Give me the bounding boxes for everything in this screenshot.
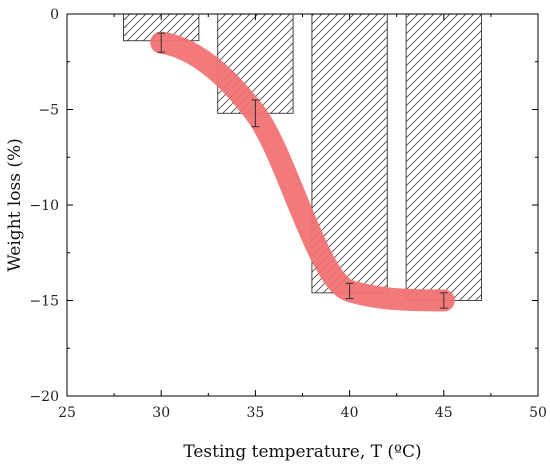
y-axis-title: Weight loss (%) [5,138,25,272]
error-bar-40 [345,282,354,300]
x-tick-label: 35 [246,405,264,421]
x-tick-label: 45 [435,405,453,421]
x-axis-title: Testing temperature, T (ºC) [183,442,421,462]
trend-curve [150,31,455,312]
y-tick-label: −10 [29,198,59,214]
x-tick-label: 25 [58,405,76,421]
x-tick-label: 40 [341,405,359,421]
y-tick-label: 0 [50,7,59,23]
bar-45 [405,13,482,301]
y-tick-label: −15 [29,294,59,310]
error-bar-30 [157,32,166,53]
y-tick-label: −20 [29,389,59,405]
trend-curve-layer [150,31,455,312]
x-tick-label: 50 [529,405,547,421]
error-bars-layer [157,32,448,309]
y-tick-label: −5 [38,103,59,119]
error-bar-45 [439,292,448,309]
error-bar-35 [251,99,260,128]
axes-layer: 25 30 35 40 45 50 0 −5 −10 −15 −20 [29,7,546,421]
x-tick-label: 30 [152,405,170,421]
